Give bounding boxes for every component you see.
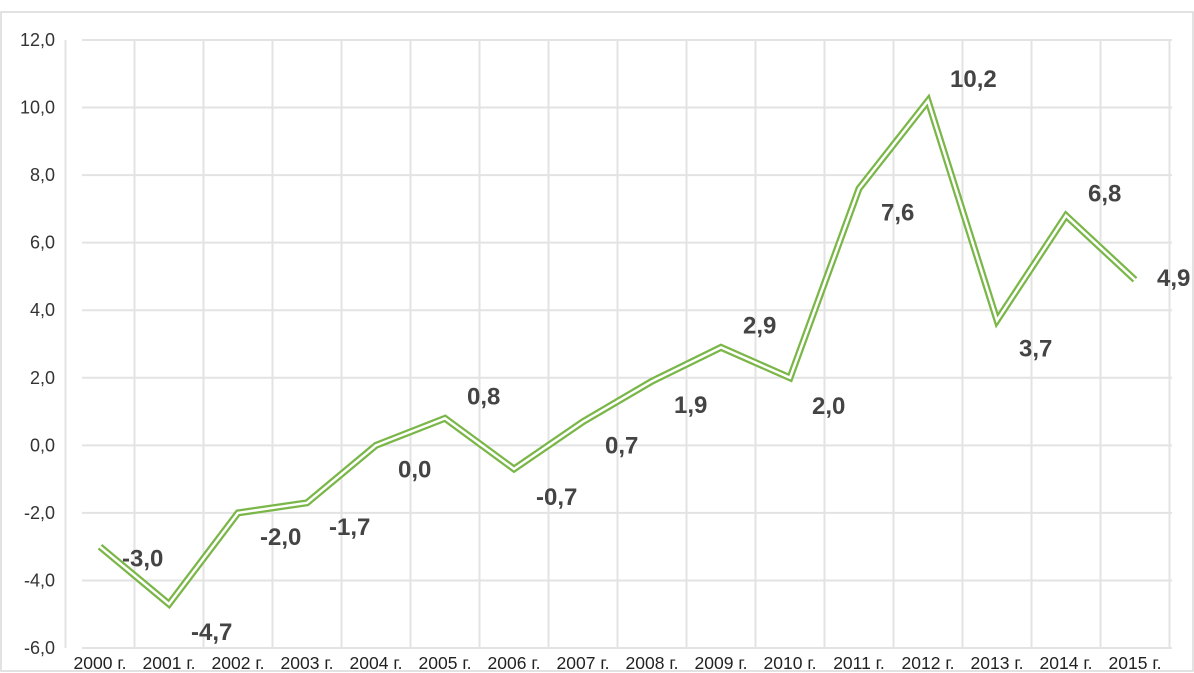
- series-line: [97, 93, 1138, 610]
- data-label: 10,2: [950, 66, 997, 93]
- x-tick-label: 2003 г.: [281, 653, 334, 673]
- x-tick-label: 2010 г.: [764, 653, 817, 673]
- data-label: 6,8: [1088, 181, 1121, 208]
- x-tick-label: 2013 г.: [971, 653, 1024, 673]
- data-label: -4,7: [191, 619, 232, 646]
- x-tick-label: 2005 г.: [419, 653, 472, 673]
- y-tick-label: 12,0: [20, 30, 55, 50]
- data-label: 2,0: [812, 393, 845, 420]
- x-tick-label: 2012 г.: [902, 653, 955, 673]
- data-label: -1,7: [329, 514, 370, 541]
- y-tick-label: 0,0: [30, 435, 55, 455]
- x-axis-ticks: 2000 г. 2001 г. 2002 г. 2003 г. 2004 г. 2005 …: [74, 653, 1162, 673]
- data-label: -3,0: [122, 546, 163, 573]
- data-label: 2,9: [743, 312, 776, 339]
- data-label: 4,9: [1157, 265, 1190, 292]
- x-tick-label: 2009 г.: [695, 653, 748, 673]
- data-labels: -3,0 -4,7 -2,0 -1,7 0,0 0,8 -0,7 0,7 1,9 2,9 2,0 7,…: [122, 66, 1190, 646]
- y-tick-label: 4,0: [30, 300, 55, 320]
- data-label: 1,9: [674, 392, 707, 419]
- series-line-inner: [99, 98, 1136, 606]
- y-tick-label: 10,0: [20, 98, 55, 118]
- data-label: 0,0: [398, 456, 431, 483]
- x-tick-label: 2007 г.: [557, 653, 610, 673]
- x-tick-label: 2008 г.: [626, 653, 679, 673]
- y-tick-label: 2,0: [30, 368, 55, 388]
- x-tick-label: 2014 г.: [1040, 653, 1093, 673]
- x-tick-label: 2001 г.: [143, 653, 196, 673]
- x-tick-label: 2015 г.: [1109, 653, 1162, 673]
- y-tick-label: -4,0: [24, 570, 55, 590]
- y-tick-label: 6,0: [30, 233, 55, 253]
- data-label: 0,8: [467, 383, 500, 410]
- y-tick-label: -2,0: [24, 503, 55, 523]
- x-tick-label: 2006 г.: [488, 653, 541, 673]
- x-tick-label: 2011 г.: [833, 653, 885, 673]
- x-tick-label: 2002 г.: [212, 653, 265, 673]
- y-tick-label: -6,0: [24, 638, 55, 658]
- data-label: 3,7: [1019, 335, 1052, 362]
- y-axis-ticks: 12,0 10,0 8,0 6,0 4,0 2,0 0,0 -2,0 -4,0 -6,0: [20, 30, 55, 658]
- chart-frame: [0, 11, 1194, 672]
- data-label: 7,6: [881, 200, 914, 227]
- x-tick-label: 2004 г.: [350, 653, 403, 673]
- data-label: 0,7: [605, 433, 638, 460]
- x-tick-label: 2000 г.: [74, 653, 127, 673]
- data-label: -0,7: [536, 484, 577, 511]
- y-tick-label: 8,0: [30, 165, 55, 185]
- data-label: -2,0: [260, 524, 301, 551]
- gridlines: [64, 39, 1172, 649]
